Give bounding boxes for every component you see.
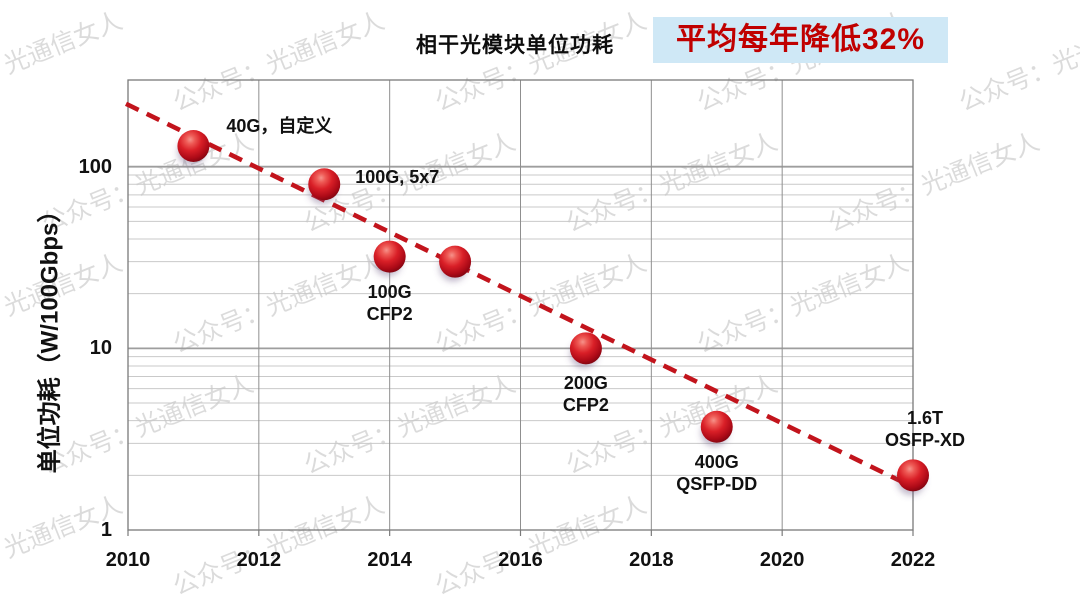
point-label: 400G QSFP-DD xyxy=(676,451,758,494)
data-point xyxy=(569,332,602,365)
point-label: 100G CFP2 xyxy=(366,281,413,324)
y-tick-label: 10 xyxy=(89,337,112,360)
y-axis-title: 单位功耗（W/100Gbps） xyxy=(36,198,64,474)
data-point xyxy=(439,245,472,278)
data-point xyxy=(897,459,929,492)
x-tick-label: 2010 xyxy=(105,549,151,571)
x-tick-label: 2014 xyxy=(367,549,412,571)
trend-line xyxy=(124,101,909,487)
x-tick-label: 2020 xyxy=(759,549,805,571)
point-label: 200G CFP2 xyxy=(562,373,609,416)
x-tick-label: 2012 xyxy=(236,549,282,571)
chart-title: 相干光模块单位功耗 xyxy=(416,34,614,57)
data-point xyxy=(308,168,341,201)
x-tick-label: 2022 xyxy=(890,549,936,571)
x-tick-label: 2018 xyxy=(629,549,674,571)
point-label: 100G, 5x7 xyxy=(355,167,440,188)
annotation-banner: 平均每年降低32% xyxy=(653,17,948,63)
data-point xyxy=(177,129,210,162)
data-point xyxy=(700,410,733,443)
data-point xyxy=(373,240,406,273)
point-label: 40G，自定义 xyxy=(226,115,333,136)
y-tick-label: 100 xyxy=(78,155,112,178)
y-tick-label: 1 xyxy=(100,519,112,541)
point-label: 1.6T OSFP-XD xyxy=(884,408,965,451)
x-tick-label: 2016 xyxy=(498,549,543,571)
